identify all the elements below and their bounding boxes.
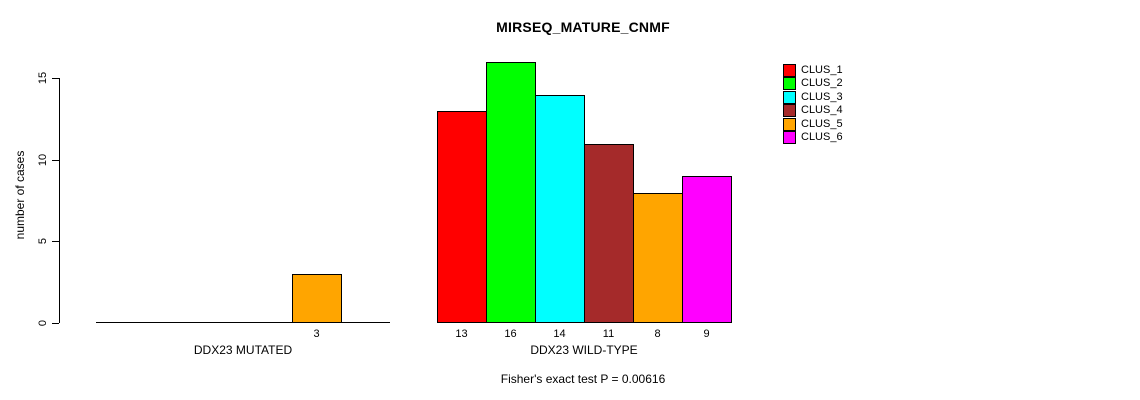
y-tick-mark bbox=[52, 78, 59, 79]
legend-item: CLUS_3 bbox=[783, 91, 853, 104]
legend-color-swatch bbox=[783, 104, 796, 117]
bar-value-label: 16 bbox=[504, 328, 517, 340]
legend-label: CLUS_4 bbox=[801, 104, 843, 116]
y-tick-mark bbox=[52, 160, 59, 161]
legend-color-swatch bbox=[783, 91, 796, 104]
bar-clus_1 bbox=[437, 111, 487, 323]
bar-value-label: 9 bbox=[703, 328, 710, 340]
bar-clus_3 bbox=[535, 95, 585, 323]
bar-value-label: 13 bbox=[455, 328, 468, 340]
legend-label: CLUS_5 bbox=[801, 118, 843, 130]
y-tick-mark bbox=[52, 323, 59, 324]
legend-item: CLUS_1 bbox=[783, 64, 853, 77]
legend-item: CLUS_5 bbox=[783, 118, 853, 131]
bar-clus_6 bbox=[682, 176, 732, 323]
bar-clus_2 bbox=[486, 62, 536, 323]
legend-label: CLUS_1 bbox=[801, 64, 843, 76]
legend-color-swatch bbox=[783, 131, 796, 144]
legend-label: CLUS_6 bbox=[801, 131, 843, 143]
y-tick-mark bbox=[52, 241, 59, 242]
legend-color-swatch bbox=[783, 64, 796, 77]
zero-baseline bbox=[96, 322, 390, 323]
y-tick-label: 15 bbox=[37, 71, 49, 85]
legend-item: CLUS_2 bbox=[783, 77, 853, 90]
y-axis-label: number of cases bbox=[13, 150, 27, 240]
legend-label: CLUS_3 bbox=[801, 91, 843, 103]
chart-title: MIRSEQ_MATURE_CNMF bbox=[496, 19, 670, 35]
bar-clus_5 bbox=[633, 193, 683, 323]
legend-item: CLUS_4 bbox=[783, 104, 853, 117]
bar-value-label: 14 bbox=[553, 328, 566, 340]
bar-value-label: 8 bbox=[654, 328, 661, 340]
fisher-test-annotation: Fisher's exact test P = 0.00616 bbox=[500, 372, 666, 386]
y-axis-line bbox=[59, 78, 60, 323]
legend-color-swatch bbox=[783, 77, 796, 90]
y-tick-label: 10 bbox=[37, 153, 49, 167]
bar-value-label: 3 bbox=[313, 328, 320, 340]
group-label-mutated: DDX23 MUTATED bbox=[193, 343, 293, 357]
y-tick-label: 0 bbox=[37, 319, 49, 327]
legend-item: CLUS_6 bbox=[783, 131, 853, 144]
y-tick-label: 5 bbox=[37, 237, 49, 245]
legend-color-swatch bbox=[783, 118, 796, 131]
bar-clus_4 bbox=[584, 144, 634, 323]
group-label-wild-type: DDX23 WILD-TYPE bbox=[530, 343, 638, 357]
bar-value-label: 11 bbox=[602, 328, 615, 340]
bar-clus_5 bbox=[292, 274, 342, 323]
legend-label: CLUS_2 bbox=[801, 77, 843, 89]
